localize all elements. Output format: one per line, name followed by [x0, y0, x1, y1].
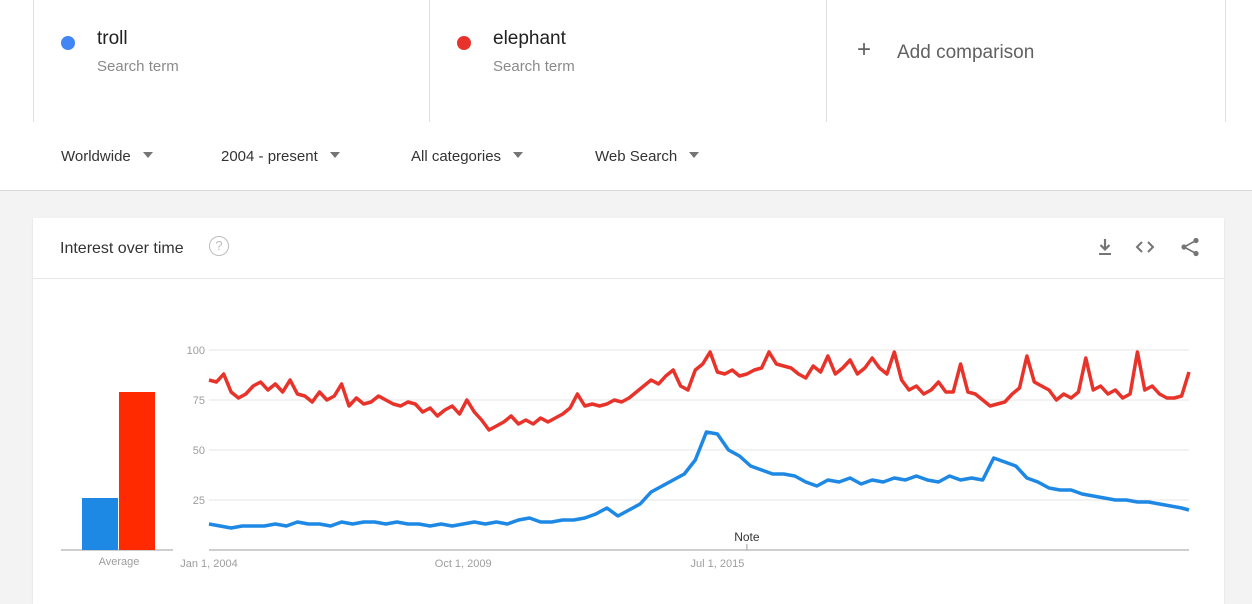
filter-label: Worldwide: [61, 148, 131, 165]
interest-over-time-chart: Average 25 50 75 100 Jan 1, 2004 Oct 1, 2009 J…: [61, 345, 1191, 570]
search-terms-bar: troll Search term elephant Search term +…: [0, 0, 1252, 122]
x-tick-label: Jan 1, 2004: [180, 558, 238, 570]
term-card-elephant[interactable]: elephant Search term: [429, 0, 827, 122]
filter-label: Web Search: [595, 148, 678, 165]
term-card-troll[interactable]: troll Search term: [33, 0, 430, 122]
embed-icon[interactable]: [1134, 236, 1156, 258]
term-subtitle: Search term: [97, 58, 179, 75]
term-name: troll: [97, 28, 128, 49]
filter-search-type[interactable]: Web Search: [595, 148, 700, 165]
term-color-dot: [61, 36, 75, 50]
series-line-troll[interactable]: [208, 430, 1190, 530]
filter-bar: Worldwide 2004 - present All categories …: [0, 122, 1252, 191]
help-icon[interactable]: ?: [209, 236, 229, 256]
download-icon[interactable]: [1094, 236, 1116, 258]
filter-label: All categories: [411, 148, 502, 165]
term-subtitle: Search term: [493, 58, 575, 75]
x-tick-label: Oct 1, 2009: [435, 558, 492, 570]
y-tick-label: 75: [193, 395, 205, 407]
term-color-dot: [457, 36, 471, 50]
add-comparison-label: Add comparison: [897, 42, 1035, 63]
plus-icon: +: [857, 36, 872, 63]
card-title: Interest over time: [60, 240, 184, 257]
add-comparison-button[interactable]: + Add comparison: [826, 0, 1226, 122]
y-tick-label: 25: [193, 495, 205, 507]
filter-time-range[interactable]: 2004 - present: [221, 148, 340, 165]
term-name: elephant: [493, 28, 566, 49]
y-tick-label: 100: [187, 345, 205, 357]
card-header: Interest over time ?: [33, 218, 1224, 279]
average-label: Average: [99, 556, 140, 568]
interest-over-time-card: Interest over time ? Average 25 50 75 100 Ja…: [33, 218, 1224, 604]
average-bar-troll: [82, 498, 118, 550]
y-tick-label: 50: [193, 445, 205, 457]
caret-down-icon: [329, 152, 340, 159]
filter-label: 2004 - present: [221, 148, 318, 165]
caret-down-icon: [689, 152, 700, 159]
x-tick-label: Jul 1, 2015: [691, 558, 745, 570]
caret-down-icon: [142, 152, 153, 159]
average-bar-elephant: [119, 392, 155, 550]
note-annotation[interactable]: Note: [734, 530, 760, 544]
share-icon[interactable]: [1179, 236, 1201, 258]
filter-region[interactable]: Worldwide: [61, 148, 153, 165]
filter-category[interactable]: All categories: [411, 148, 524, 165]
series-line-elephant[interactable]: [208, 350, 1191, 432]
caret-down-icon: [513, 152, 524, 159]
